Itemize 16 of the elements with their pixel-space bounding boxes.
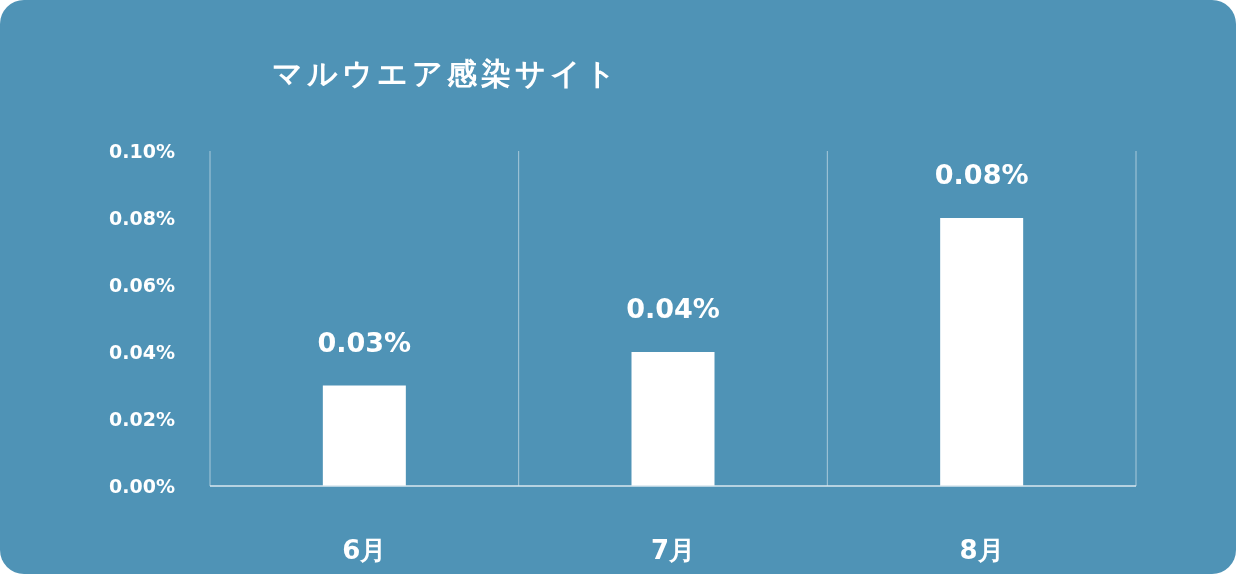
bar	[940, 218, 1024, 486]
x-tick-label: 6月	[342, 535, 387, 565]
y-tick-label: 0.04%	[109, 341, 175, 363]
y-tick-label: 0.10%	[109, 140, 175, 162]
y-tick-label: 0.02%	[109, 408, 175, 430]
data-label: 0.08%	[934, 159, 1029, 190]
y-tick-label: 0.06%	[109, 274, 175, 296]
y-tick-label: 0.00%	[109, 475, 175, 497]
chart-title: マルウエア感染サイト	[272, 56, 620, 91]
y-tick-label: 0.08%	[109, 207, 175, 229]
x-tick-label: 7月	[650, 535, 696, 565]
data-label: 0.04%	[626, 293, 720, 324]
data-label: 0.03%	[317, 326, 412, 358]
x-tick-label: 8月	[959, 535, 1004, 565]
bar	[322, 385, 406, 486]
bar	[631, 352, 715, 486]
